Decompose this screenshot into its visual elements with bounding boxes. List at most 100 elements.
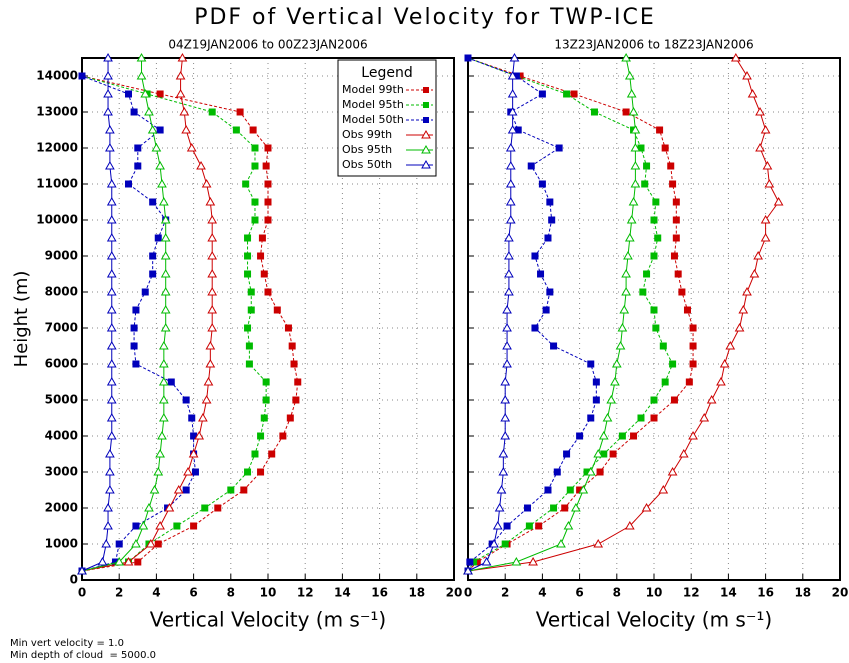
data-point (106, 376, 117, 386)
data-point (251, 450, 259, 458)
data-point (262, 378, 270, 386)
plot-frame (81, 57, 455, 581)
data-point (242, 180, 250, 188)
data-point (650, 396, 658, 404)
data-point (151, 142, 162, 152)
data-point (650, 414, 658, 422)
data-point (621, 286, 631, 296)
data-point (643, 162, 651, 170)
data-point (198, 412, 208, 422)
data-point (160, 322, 171, 332)
data-point (593, 448, 604, 458)
data-point (156, 126, 164, 134)
data-point (512, 72, 520, 80)
data-point (544, 234, 552, 242)
data-point (138, 520, 149, 530)
data-point (626, 214, 637, 224)
data-point (155, 448, 165, 458)
note: Min depth of cloud = 5000.0 (10, 650, 156, 661)
data-point (464, 54, 472, 62)
data-point (670, 252, 678, 260)
data-point (160, 250, 171, 260)
data-point (706, 394, 717, 404)
legend-box (337, 59, 437, 177)
data-point (244, 234, 252, 242)
data-point (97, 556, 108, 566)
data-point (103, 106, 113, 116)
data-point (158, 196, 169, 206)
data-point (624, 520, 635, 530)
data-point (505, 196, 516, 206)
y-tick-label: 3000 (45, 465, 78, 479)
data-point (191, 468, 199, 476)
data-point (528, 556, 538, 566)
legend-label: Model 99th (342, 83, 404, 96)
y-tick-label: 4000 (45, 429, 78, 443)
data-point (145, 538, 156, 548)
data-point (576, 432, 584, 440)
data-point (131, 538, 141, 548)
data-point (182, 396, 190, 404)
data-point (160, 214, 171, 224)
series-line (81, 57, 213, 572)
data-point (630, 142, 641, 152)
data-point (742, 70, 752, 80)
data-point (208, 108, 216, 116)
data-point (134, 162, 142, 170)
data-point (264, 144, 272, 152)
data-point (106, 394, 117, 404)
data-point (504, 250, 514, 260)
x-tick-label: 6 (189, 586, 197, 600)
data-point (502, 322, 512, 332)
data-point (527, 162, 535, 170)
data-point (207, 322, 218, 332)
data-point (670, 396, 678, 404)
data-point (251, 144, 259, 152)
data-point (286, 414, 294, 422)
data-point (511, 556, 522, 566)
data-point (186, 142, 197, 152)
data-point (77, 565, 87, 575)
x-axis-label: Vertical Velocity (m s⁻¹) (536, 608, 772, 632)
data-point (504, 286, 514, 296)
legend-label: Obs 50th (342, 158, 392, 171)
data-point (566, 486, 574, 494)
data-point (628, 196, 639, 206)
data-point (489, 538, 499, 548)
data-point (630, 432, 638, 440)
data-point (103, 88, 113, 98)
data-point (734, 322, 745, 332)
x-tick-label: 4 (152, 586, 160, 600)
data-point (158, 394, 169, 404)
legend-marker (421, 144, 431, 154)
data-point (598, 430, 609, 440)
data-point (179, 106, 190, 116)
data-point (125, 180, 132, 188)
data-point (699, 412, 710, 422)
data-point (292, 396, 300, 404)
data-point (245, 360, 253, 368)
data-point (590, 108, 598, 116)
data-point (742, 286, 752, 296)
data-point (669, 180, 677, 188)
x-tick-label: 2 (115, 586, 123, 600)
data-point (621, 268, 631, 278)
data-point (650, 306, 658, 314)
data-point (106, 214, 117, 224)
data-point (111, 558, 119, 566)
data-point (279, 432, 287, 440)
data-point (103, 70, 113, 80)
data-point (236, 108, 244, 116)
data-point (661, 378, 669, 386)
data-point (106, 232, 117, 242)
data-point (678, 288, 686, 296)
x-tick-label: 18 (794, 586, 811, 600)
data-point (496, 484, 507, 494)
data-point (106, 178, 117, 188)
data-point (618, 432, 626, 440)
data-point (240, 486, 248, 494)
data-point (175, 88, 186, 98)
data-point (570, 90, 578, 98)
data-point (130, 342, 138, 350)
data-point (132, 522, 140, 530)
